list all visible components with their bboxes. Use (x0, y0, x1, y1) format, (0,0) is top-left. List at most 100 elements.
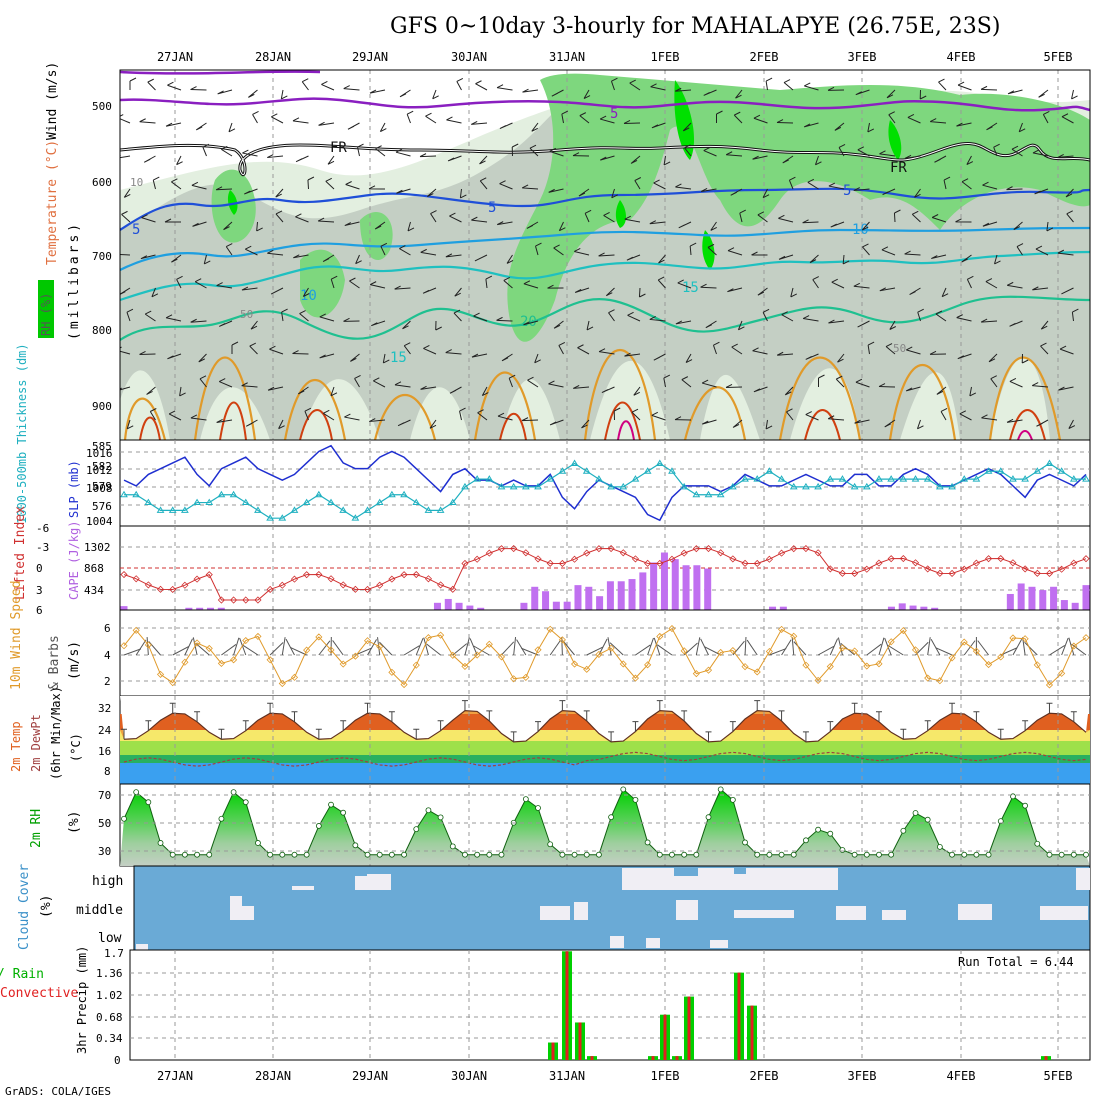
upper-wind-barb (786, 408, 794, 421)
temp-minmax-bar (875, 711, 882, 722)
axis-label-cape: CAPE (J/kg) (67, 521, 81, 600)
upper-wind-barb (256, 221, 263, 232)
thickness-point (1082, 475, 1090, 482)
wind-barb (829, 638, 839, 656)
upper-wind-barb (297, 386, 309, 395)
upper-wind-barb (1016, 243, 1024, 256)
temp-minmax-bar (535, 721, 542, 732)
upper-wind-barb (435, 320, 442, 331)
upper-wind-barb (884, 419, 896, 428)
wind-point (1045, 681, 1054, 689)
contour-label-rh-50: 50 (240, 308, 253, 321)
date-label-bottom: 30JAN (451, 1069, 487, 1083)
upper-wind-barb (624, 215, 641, 223)
temp-minmax-bar (851, 702, 858, 714)
upper-wind-barb (674, 416, 692, 421)
precip-bar-convective (687, 996, 691, 1060)
upper-wind-barb (330, 275, 338, 289)
upper-wind-barb (931, 214, 947, 223)
thickness-point (217, 490, 226, 498)
upper-wind-barb (751, 251, 768, 256)
upper-wind-barb (244, 188, 258, 195)
upper-wind-barb (624, 352, 641, 357)
rh-axis-ticks: 70 50 30 (98, 789, 111, 858)
li-point (1021, 565, 1029, 573)
wind-point (558, 636, 566, 644)
upper-wind-barb (301, 78, 309, 91)
upper-wind-barb (653, 179, 666, 190)
thickness-point (339, 506, 348, 513)
date-label-top: 29JAN (352, 50, 388, 64)
rh-point (900, 827, 907, 834)
upper-wind-barb (1006, 418, 1023, 423)
li-point (315, 570, 323, 579)
upper-wind-barb (217, 89, 233, 95)
thickness-point (935, 482, 944, 490)
li-point (729, 555, 737, 563)
upper-wind-barb (1040, 320, 1049, 330)
wind-point (790, 632, 798, 640)
li-point (741, 559, 749, 567)
precip-tick: 1.7 (104, 947, 124, 960)
upper-wind-barb (608, 309, 615, 322)
wind-barb (415, 638, 424, 656)
thickness-point (168, 506, 177, 513)
cloud-tick: middle (76, 903, 123, 918)
thickness-point (789, 482, 798, 490)
cape-bar (898, 603, 906, 610)
upper-wind-barb (420, 385, 437, 390)
rh-point (364, 851, 371, 858)
wind-point (254, 632, 262, 640)
upper-wind-barb (344, 413, 360, 421)
upper-wind-barb (982, 221, 998, 227)
upper-wind-barb (141, 214, 156, 223)
pressure-tick: 600 (92, 176, 112, 189)
li-point (339, 581, 347, 589)
upper-wind-barb (943, 176, 951, 190)
thickness-point (838, 475, 847, 482)
cape-tick: 1302 (84, 541, 111, 554)
li-point (193, 575, 201, 583)
wind-barb (635, 644, 651, 656)
cape-bars (120, 552, 1090, 610)
upper-wind-barb (470, 120, 488, 125)
cloud-block (710, 940, 728, 948)
wind-point (193, 639, 201, 647)
wind-point (497, 653, 506, 661)
wind-point (802, 661, 810, 669)
wind-barb (935, 647, 953, 656)
upper-wind-barb (969, 386, 977, 397)
wind-point (388, 668, 396, 676)
precip-grid (130, 950, 1090, 1060)
upper-wind-barb (241, 286, 258, 291)
upper-wind-barb (1013, 221, 1023, 230)
upper-wind-barb (281, 308, 288, 322)
upper-wind-barb (703, 147, 717, 157)
contour-label-rh-10: 10 (130, 176, 143, 189)
upper-wind-barb (776, 351, 794, 356)
upper-wind-barb (1032, 149, 1049, 157)
thickness-point (521, 482, 530, 490)
upper-wind-barb (818, 374, 825, 387)
li-point (388, 575, 396, 583)
rh-point (632, 796, 639, 803)
wind-point (449, 651, 457, 659)
precip-panel: 1.7 1.36 1.02 0.68 0.34 0 Run Total = 6.… (0, 946, 1091, 1067)
upper-wind-barb (790, 287, 797, 298)
upper-wind-barb (893, 209, 901, 223)
rh-band-green (507, 73, 1090, 342)
wind-point (729, 646, 737, 655)
upper-wind-barb (757, 211, 768, 223)
upper-wind-barb (402, 320, 411, 330)
upper-wind-barb (454, 287, 462, 297)
upper-wind-barb (955, 218, 972, 223)
upper-wind-barb (982, 181, 998, 190)
upper-wind-barb (126, 308, 134, 322)
temp2m-mask (120, 696, 1090, 742)
wind-point (1058, 669, 1066, 677)
cloud-block (242, 906, 254, 920)
upper-wind-barb (395, 148, 411, 157)
thickness-point (570, 459, 579, 466)
li-point (132, 575, 140, 583)
rh-point (851, 851, 858, 858)
